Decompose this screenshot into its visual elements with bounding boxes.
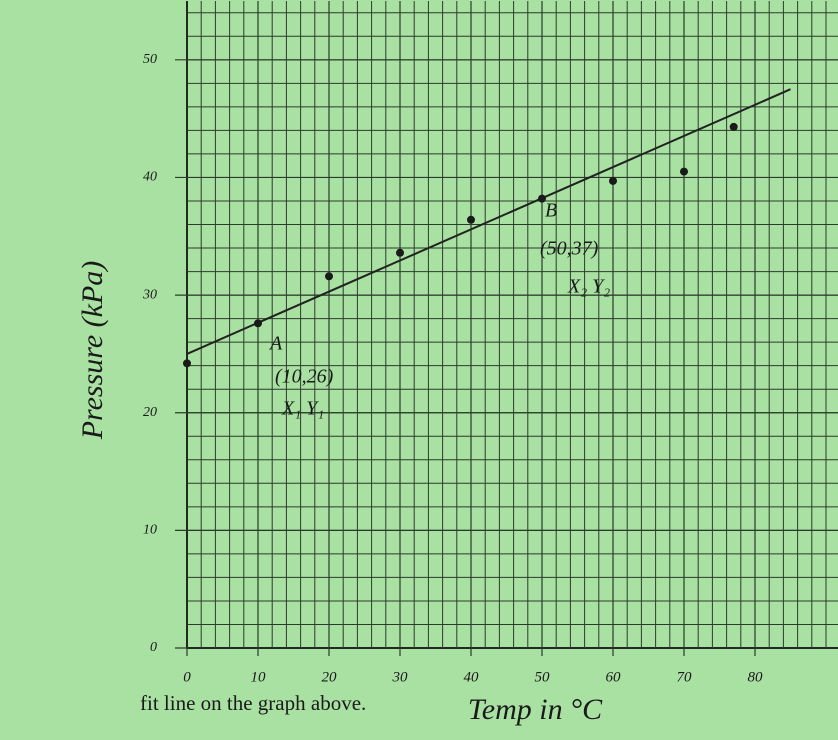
annotation: X₁ Y₁ — [281, 398, 324, 420]
data-point — [254, 319, 262, 327]
fit-line — [187, 89, 791, 354]
annotation: B — [545, 200, 557, 222]
x-tick-label: 60 — [606, 669, 622, 685]
data-point — [730, 123, 738, 131]
y-axis-label: Pressure (kPa) — [76, 261, 109, 441]
y-tick-label: 40 — [143, 170, 157, 185]
x-tick-label: 80 — [748, 669, 764, 685]
annotation: A — [268, 333, 283, 355]
x-tick-label: 0 — [183, 669, 191, 685]
data-point — [396, 249, 404, 257]
chart: Pressure (kPa) Temp in °C fit line on th… — [0, 0, 838, 740]
data-point — [538, 195, 546, 203]
annotation: X₂ Y₂ — [567, 276, 610, 298]
annotation: (50,37) — [540, 238, 599, 260]
x-tick-label: 70 — [677, 669, 693, 685]
data-point — [609, 177, 617, 185]
x-tick-label: 30 — [392, 669, 409, 685]
x-axis-label: Temp in °C — [468, 693, 603, 726]
x-tick-label: 10 — [251, 669, 267, 685]
y-tick-label: 10 — [143, 523, 157, 538]
caption: fit line on the graph above. — [140, 691, 366, 715]
y-tick-label: 20 — [143, 405, 157, 420]
data-point — [680, 168, 688, 176]
y-tick-label: 50 — [143, 52, 157, 67]
x-tick-label: 50 — [535, 669, 551, 685]
annotation: (10,26) — [275, 366, 334, 388]
x-tick-label: 40 — [464, 669, 480, 685]
y-tick-label: 0 — [150, 640, 157, 655]
data-point — [467, 216, 475, 224]
data-point — [325, 272, 333, 280]
x-tick-label: 20 — [322, 669, 338, 685]
data-point — [183, 359, 191, 367]
y-tick-label: 30 — [142, 287, 157, 302]
